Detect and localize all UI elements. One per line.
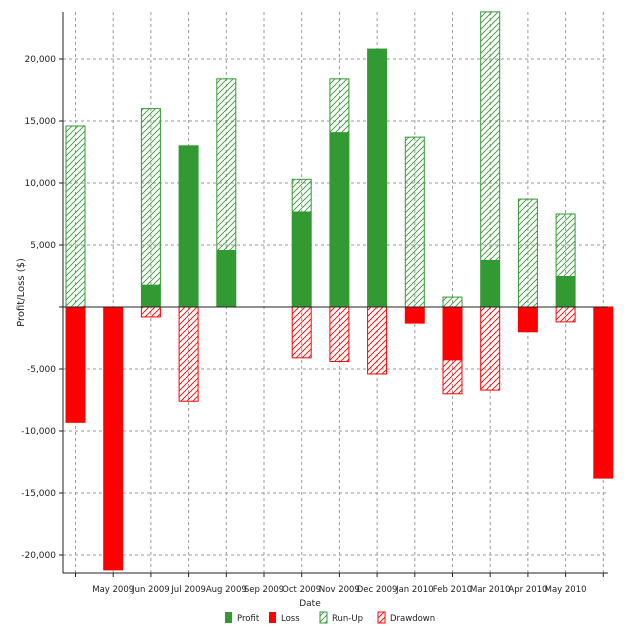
runup-bar <box>65 125 86 308</box>
y-tick-label: -10,000 <box>21 427 56 437</box>
drawdown-bar <box>178 306 199 402</box>
loss-bar <box>405 307 425 324</box>
x-tick-label: Feb 2010 <box>433 585 472 595</box>
bars <box>65 11 614 571</box>
y-tick-label: 20,000 <box>25 55 57 65</box>
x-tick-label: Dec 2009 <box>357 585 398 595</box>
axes <box>59 12 608 577</box>
drawdown-bar <box>480 306 501 391</box>
runup-bar <box>442 296 463 308</box>
profit-bar <box>480 259 500 307</box>
y-tick-label: 5,000 <box>30 241 56 251</box>
x-tick-label: May 2009 <box>92 585 134 595</box>
y-tick-label: -15,000 <box>21 489 56 499</box>
profit-bar <box>367 49 387 308</box>
profit-bar <box>216 249 236 307</box>
loss-bar <box>103 307 123 570</box>
x-tick-label: Aug 2009 <box>206 585 247 595</box>
legend-swatch <box>225 612 232 623</box>
profit-bar <box>556 276 576 307</box>
loss-bar <box>443 307 462 361</box>
x-tick-label: May 2010 <box>545 585 587 595</box>
x-tick-label: Apr 2010 <box>508 585 547 595</box>
profit-bar <box>329 132 349 307</box>
x-tick-label: Jul 2009 <box>170 585 206 595</box>
legend-label: Loss <box>281 614 300 624</box>
x-axis-title: Date <box>299 599 321 609</box>
legend-label: Profit <box>237 614 260 624</box>
runup-bar <box>140 108 161 308</box>
y-tick-label: -20,000 <box>21 551 56 561</box>
drawdown-bar <box>140 306 161 318</box>
profit-bar <box>141 284 161 307</box>
labels: -20,000 -15,000 -10,000 -5,000 5,000 10,000 15… <box>16 55 587 609</box>
loss-bar <box>518 307 538 332</box>
x-tick-label: Nov 2009 <box>319 585 360 595</box>
legend-swatch <box>319 611 328 624</box>
y-axis-title: Profit/Loss ($) <box>16 258 27 327</box>
legend-label: Drawdown <box>390 614 435 624</box>
x-tick-label: Mar 2010 <box>470 585 510 595</box>
x-tick-label: Jun 2009 <box>131 585 170 595</box>
x-tick-label: Oct 2009 <box>282 585 321 595</box>
loss-bar <box>66 307 85 423</box>
legend: Profit Loss Run-Up Drawdown <box>225 611 435 624</box>
legend-swatch <box>269 612 276 623</box>
profit-bar <box>292 211 312 307</box>
drawdown-bar <box>329 306 350 363</box>
profit-bar <box>179 145 199 307</box>
drawdown-bar <box>555 306 576 323</box>
legend-label: Run-Up <box>332 614 363 624</box>
y-tick-label: 10,000 <box>25 179 57 189</box>
drawdown-bar <box>367 306 388 375</box>
drawdown-bar <box>291 306 312 359</box>
loss-bar <box>593 307 613 479</box>
runup-bar <box>404 136 425 308</box>
runup-bar <box>517 198 538 308</box>
y-tick-label: -5,000 <box>27 365 56 375</box>
x-tick-label: Sep 2009 <box>244 585 284 595</box>
x-tick-label: Jan 2010 <box>395 585 433 595</box>
y-tick-label: 15,000 <box>25 117 57 127</box>
legend-swatch <box>377 611 386 624</box>
